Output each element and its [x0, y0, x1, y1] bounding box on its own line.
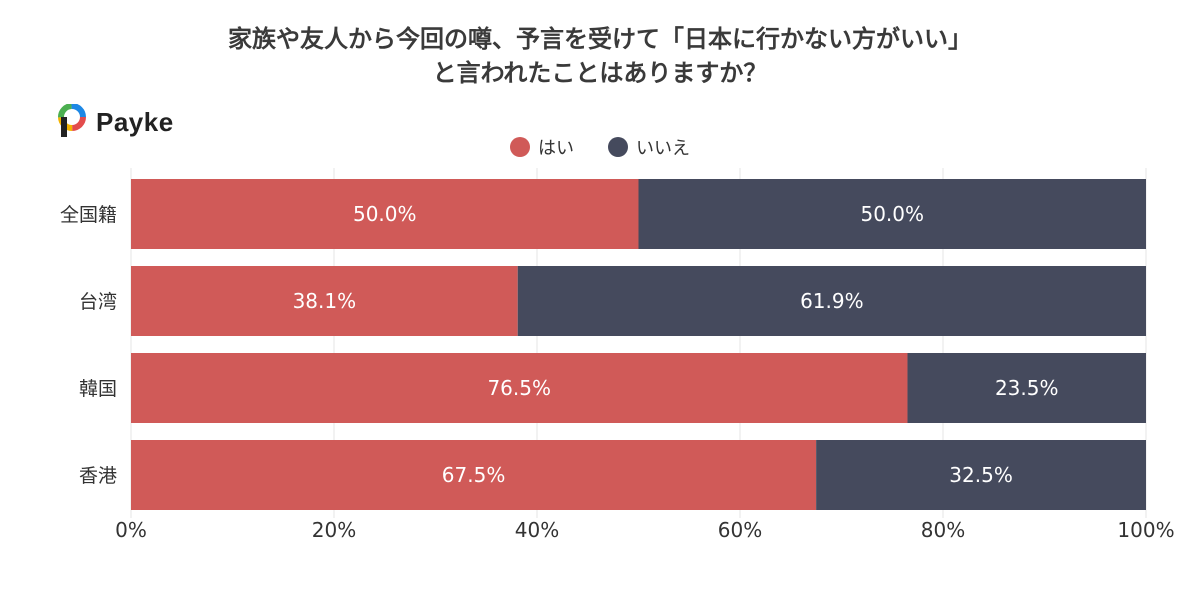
- bar-3-0: [131, 440, 817, 510]
- data-label-3-1: 32.5%: [949, 463, 1013, 487]
- payke-logo-icon: [58, 104, 86, 139]
- legend-swatch-yes: [510, 137, 530, 157]
- bar-2-1: [907, 353, 1146, 423]
- bar-2-0: [131, 353, 908, 423]
- legend-label-no: いいえ: [636, 138, 690, 159]
- legend-swatch-no: [608, 137, 628, 157]
- data-label-1-0: 38.1%: [293, 289, 357, 313]
- x-tick-label-2: 40%: [515, 518, 559, 542]
- bar-1-0: [131, 266, 518, 336]
- data-label-0-0: 50.0%: [353, 202, 417, 226]
- x-tick-label-0: 0%: [115, 518, 147, 542]
- x-tick-label-5: 100%: [1117, 518, 1174, 542]
- bar-3-1: [816, 440, 1146, 510]
- data-label-2-1: 23.5%: [995, 376, 1059, 400]
- x-tick-label-3: 60%: [718, 518, 762, 542]
- data-label-2-0: 76.5%: [487, 376, 551, 400]
- bar-0-1: [638, 179, 1146, 249]
- chart-title-line-2: と言われたことはありますか？: [432, 59, 768, 87]
- category-label-0: 全国籍: [60, 204, 117, 226]
- brand-logo: Payke: [58, 102, 174, 142]
- legend-item-yes: はい: [510, 134, 574, 160]
- category-label-1: 台湾: [79, 291, 117, 313]
- legend-item-no: いいえ: [608, 134, 690, 160]
- category-label-3: 香港: [79, 465, 117, 487]
- bar-0-0: [131, 179, 639, 249]
- x-tick-label-1: 20%: [312, 518, 356, 542]
- data-label-1-1: 61.9%: [800, 289, 864, 313]
- data-label-0-1: 50.0%: [860, 202, 924, 226]
- brand-name: Payke: [96, 106, 174, 137]
- data-label-3-0: 67.5%: [442, 463, 506, 487]
- bar-1-1: [517, 266, 1146, 336]
- legend-label-yes: はい: [538, 138, 574, 159]
- chart-legend: はい いいえ: [0, 134, 1200, 160]
- x-tick-label-4: 80%: [921, 518, 965, 542]
- chart-title-line-1: 家族や友人から今回の噂、予言を受けて「日本に行かない方がいい」: [228, 25, 972, 53]
- category-label-2: 韓国: [79, 378, 117, 400]
- chart-title: 家族や友人から今回の噂、予言を受けて「日本に行かない方がいい」 と言われたことは…: [0, 22, 1200, 90]
